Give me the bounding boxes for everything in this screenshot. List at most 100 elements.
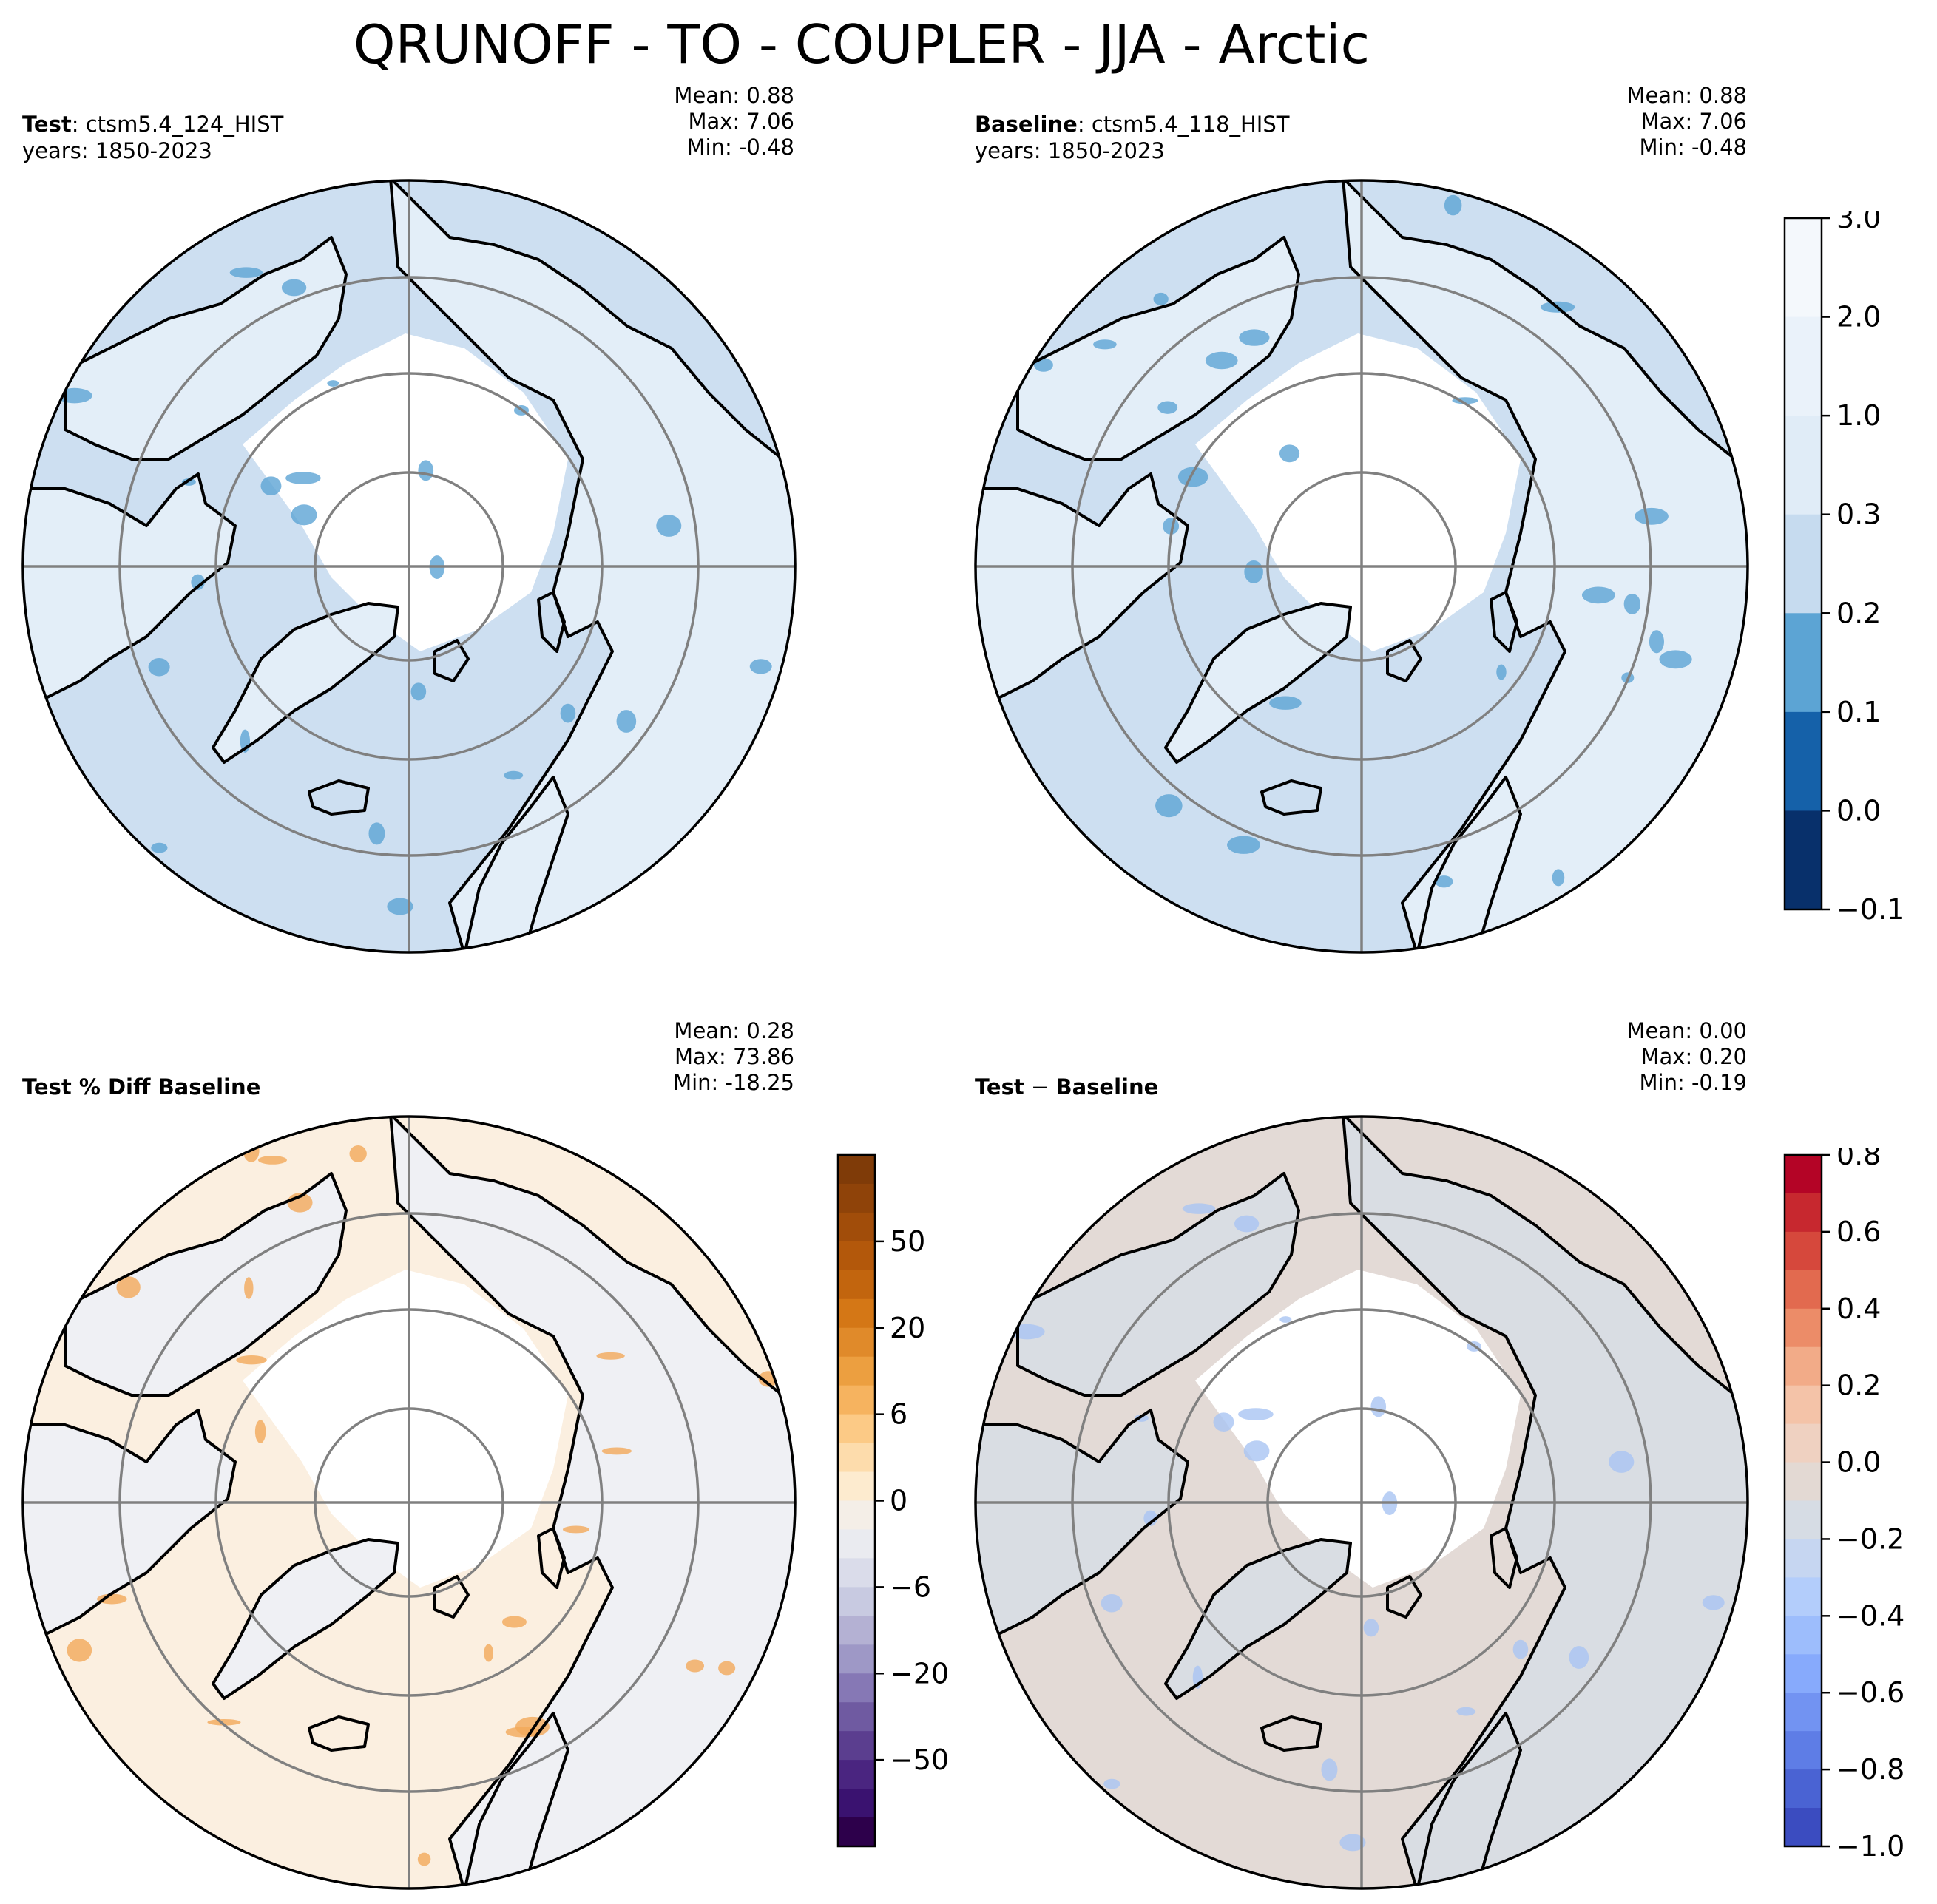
test-panel-header: Test: ctsm5.4_124_HIST years: 1850-2023 [22, 111, 283, 164]
value-patch [244, 1277, 254, 1299]
canada-coastline [976, 472, 1189, 712]
colorbar-segment [838, 1471, 875, 1501]
alaska-field [1018, 1173, 1299, 1395]
alaska-coastline [64, 1172, 348, 1397]
canada-coastline [23, 472, 237, 712]
value-patch [1239, 329, 1270, 346]
value-patch [1153, 292, 1169, 305]
value-patch [656, 515, 682, 537]
test-case-name: ctsm5.4_124_HIST [85, 112, 284, 137]
scand-field [464, 1713, 568, 1888]
value-patch [1496, 664, 1507, 680]
alaska-field [65, 1173, 346, 1395]
colorbar-segment [838, 1673, 875, 1703]
pctdiff-panel-header: Test % Diff Baseline [22, 1074, 260, 1100]
value-patch [1279, 1316, 1292, 1323]
colorbar-segment [1785, 416, 1822, 515]
value-patch [1370, 1396, 1387, 1417]
value-patch [686, 1659, 705, 1673]
pctdiff-min: Min: -18.25 [673, 1070, 794, 1095]
pctdiff-mean: Mean: 0.28 [674, 1018, 794, 1043]
canada-field [976, 1410, 1188, 1647]
test-stats: Mean: 0.88 Max: 7.06 Min: -0.48 [674, 83, 794, 160]
colorbar-segment [1785, 1500, 1822, 1539]
value-patch [1552, 869, 1565, 887]
value-patch [1569, 1646, 1589, 1669]
diff-label-sep: − [1030, 1074, 1049, 1100]
value-patch [504, 770, 524, 780]
value-patch [1363, 1619, 1379, 1637]
value-patch [616, 710, 637, 733]
colorbar-tick-label: 2.0 [1836, 301, 1881, 333]
colorbar-tick-label: −0.1 [1836, 893, 1904, 921]
baseline-years: years: 1850-2023 [975, 138, 1165, 163]
colorbar-tick-label: 50 [890, 1225, 925, 1258]
baseline-max: Max: 7.06 [1640, 109, 1747, 134]
colorbar-segment [838, 1414, 875, 1444]
value-patch [254, 1420, 266, 1443]
value-patch [1157, 401, 1178, 414]
value-patch [387, 898, 413, 915]
colorbar-tick-label: −20 [890, 1657, 949, 1690]
colorbar-tick-label: 0.1 [1836, 696, 1881, 728]
test-years: years: 1850-2023 [22, 138, 212, 163]
value-patch [1609, 1451, 1635, 1473]
svalbard-coastline [433, 639, 470, 682]
map-boundary [974, 179, 1749, 954]
value-patch [1435, 875, 1453, 888]
colorbar-segment [1785, 1423, 1822, 1463]
colorbar-segment [838, 1644, 875, 1674]
colorbar-segment [1785, 613, 1822, 713]
scand-coastline [463, 1712, 569, 1888]
baseline-case-name: ctsm5.4_118_HIST [1091, 112, 1290, 137]
diff-min: Min: -0.19 [1639, 1070, 1747, 1095]
colorbar-segment [838, 1183, 875, 1213]
colorbar-segment [838, 1385, 875, 1415]
baseline-panel-header: Baseline: ctsm5.4_118_HIST years: 1850-2… [975, 111, 1289, 164]
map-boundary [21, 1115, 797, 1890]
baseline-label-sep: : [1077, 112, 1085, 137]
iceland-coastline [308, 1715, 370, 1752]
abs-colorbar: 3.0 2.0 1.0 0.3 0.2 0.1 0.0 −0.1 [1783, 211, 1904, 921]
novaya-coastline [537, 1527, 566, 1589]
colorbar-segment [838, 1270, 875, 1300]
value-patch [1456, 1707, 1476, 1716]
colorbar-tick-label: −0.4 [1836, 1599, 1904, 1632]
diff-label-baseline: Baseline [1055, 1074, 1159, 1100]
value-patch [562, 1525, 589, 1534]
diff-colorbar: 0.8 0.6 0.4 0.2 0.0 −0.2 −0.4 −0.6 −0.8 −1.0 [1783, 1148, 1904, 1857]
alaska-field [1018, 237, 1299, 459]
arctic-ocean-blank [243, 333, 568, 651]
colorbar-tick-label: 0.0 [1836, 794, 1881, 827]
value-patch [596, 1352, 625, 1360]
colorbar-segment [1785, 1462, 1822, 1501]
value-patch [1213, 1412, 1234, 1432]
colorbar-segment [1785, 1654, 1822, 1693]
colorbar-frame [1783, 217, 1823, 911]
greenland-field [1166, 1539, 1351, 1698]
colorbar-segment [1785, 1308, 1822, 1348]
iceland-coastline [1260, 1715, 1322, 1752]
value-patch [1244, 560, 1263, 583]
scand-field [464, 777, 568, 952]
arctic-ocean-blank [243, 1270, 568, 1588]
colorbar-tick-label: −50 [890, 1744, 949, 1776]
value-patch [285, 472, 321, 484]
value-patch [1177, 467, 1208, 487]
colorbar-segment [1785, 514, 1822, 614]
value-patch [1243, 1440, 1270, 1462]
value-patch [1093, 339, 1117, 350]
diff-panel-header: Test − Baseline [975, 1074, 1158, 1100]
greenland-coastline [1164, 602, 1352, 764]
greenland-coastline [1164, 1538, 1352, 1700]
value-patch [291, 504, 317, 526]
alaska-field [65, 237, 346, 459]
value-patch [1623, 593, 1641, 614]
value-patch [1143, 1510, 1157, 1526]
value-patch [1659, 650, 1692, 669]
colorbar-segment [838, 1760, 875, 1789]
colorbar-segment [838, 1529, 875, 1559]
colorbar-tick-label: 0.2 [1836, 597, 1881, 629]
map-boundary [974, 1115, 1749, 1890]
colorbar-segment [838, 1616, 875, 1645]
